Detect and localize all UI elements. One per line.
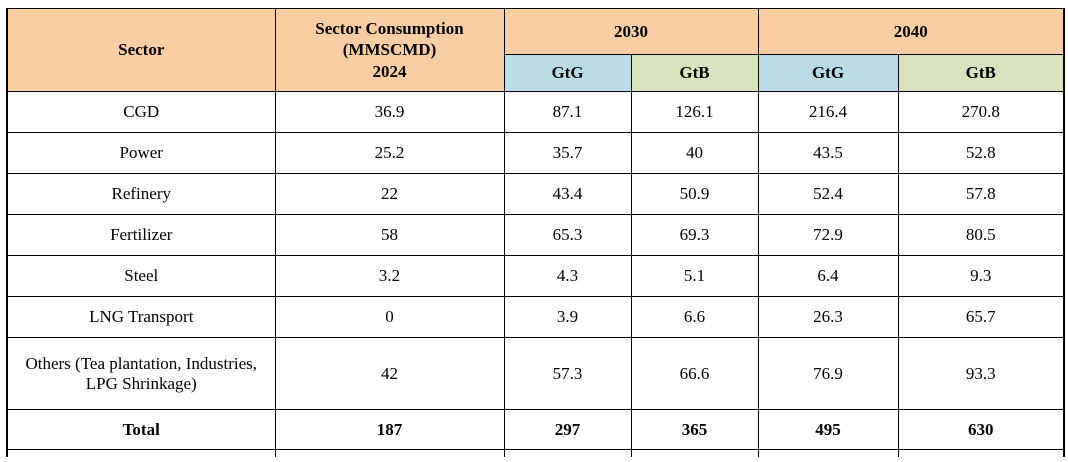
total-consumption-2024-cell: 187 [274,409,505,450]
consumption-2024-cell: 3.2 [274,255,505,297]
gtb-2040-cell: 270.8 [897,91,1065,133]
gtb-2030-cell: 5.1 [630,255,759,297]
gtg-2040-cell: 52.4 [757,173,899,215]
table-row: Power 25.2 35.7 40 43.5 52.8 [6,132,1065,174]
sector-consumption-table: Sector Sector Consumption (MMSCMD) 2024 … [6,8,1065,457]
header-year-2030: 2030 [503,8,759,55]
gtg-2040-cell: 26.3 [757,296,899,338]
sector-cell: Power [6,132,276,174]
total-gtb-2030-cell: 365 [630,409,759,450]
table-row: Refinery 22 43.4 50.9 52.4 57.8 [6,173,1065,215]
table-row: Steel 3.2 4.3 5.1 6.4 9.3 [6,255,1065,297]
table-row: LNG Transport 0 3.9 6.6 26.3 65.7 [6,296,1065,338]
gtb-2040-cell: 57.8 [897,173,1065,215]
header-row-years: Sector Sector Consumption (MMSCMD) 2024 … [6,8,1065,92]
sector-cell: Others (Tea plantation, Industries, LPG … [6,337,276,410]
gtg-2030-cell: 65.3 [503,214,632,256]
sector-cell: Fertilizer [6,214,276,256]
table-body: CGD 36.9 87.1 126.1 216.4 270.8 Power 25… [6,91,1065,457]
table-row: Others (Tea plantation, Industries, LPG … [6,337,1065,410]
header-year-2040: 2040 [757,8,1065,55]
gtb-2030-cell: 40 [630,132,759,174]
gtg-2030-cell: 4.3 [503,255,632,297]
gtg-2030-cell: 57.3 [503,337,632,410]
gtb-2030-cell: 66.6 [630,337,759,410]
gtb-2030-cell: 69.3 [630,214,759,256]
table-row: CGD 36.9 87.1 126.1 216.4 270.8 [6,91,1065,133]
header-gtb-2040: GtB [897,54,1065,92]
header-gtb-2030: GtB [630,54,759,92]
gtg-2030-cell: 3.9 [503,296,632,338]
header-sector: Sector [6,8,276,92]
cutoff-row [6,449,1065,457]
gtg-2040-cell: 216.4 [757,91,899,133]
gtg-2040-cell: 6.4 [757,255,899,297]
header-row-scenarios: GtG GtB GtG GtB [7,54,1065,92]
gtb-2040-cell: 65.7 [897,296,1065,338]
gtg-2030-cell: 87.1 [503,91,632,133]
gtb-2040-cell: 9.3 [897,255,1065,297]
header-consumption-2024: Sector Consumption (MMSCMD) 2024 [274,8,505,92]
header-gtg-2030: GtG [503,54,632,92]
gtb-2040-cell: 80.5 [897,214,1065,256]
gtb-2030-cell: 126.1 [630,91,759,133]
gtg-2030-cell: 35.7 [503,132,632,174]
consumption-2024-cell: 42 [274,337,505,410]
total-gtg-2030-cell: 297 [503,409,632,450]
consumption-2024-cell: 22 [274,173,505,215]
consumption-2024-cell: 36.9 [274,91,505,133]
gtg-2040-cell: 43.5 [757,132,899,174]
sector-cell: LNG Transport [6,296,276,338]
table-row: Fertilizer 58 65.3 69.3 72.9 80.5 [6,214,1065,256]
gtb-2040-cell: 93.3 [897,337,1065,410]
total-label-cell: Total [6,409,276,450]
total-gtg-2040-cell: 495 [757,409,899,450]
sector-cell: CGD [6,91,276,133]
gtb-2040-cell: 52.8 [897,132,1065,174]
gtg-2030-cell: 43.4 [503,173,632,215]
sector-cell: Steel [6,255,276,297]
gtg-2040-cell: 76.9 [757,337,899,410]
gtb-2030-cell: 50.9 [630,173,759,215]
gtb-2030-cell: 6.6 [630,296,759,338]
consumption-2024-cell: 58 [274,214,505,256]
consumption-2024-cell: 0 [274,296,505,338]
total-row: Total 187 297 365 495 630 [6,409,1065,450]
consumption-2024-cell: 25.2 [274,132,505,174]
total-gtb-2040-cell: 630 [897,409,1065,450]
gtg-2040-cell: 72.9 [757,214,899,256]
header-gtg-2040: GtG [757,54,899,92]
sector-cell: Refinery [6,173,276,215]
